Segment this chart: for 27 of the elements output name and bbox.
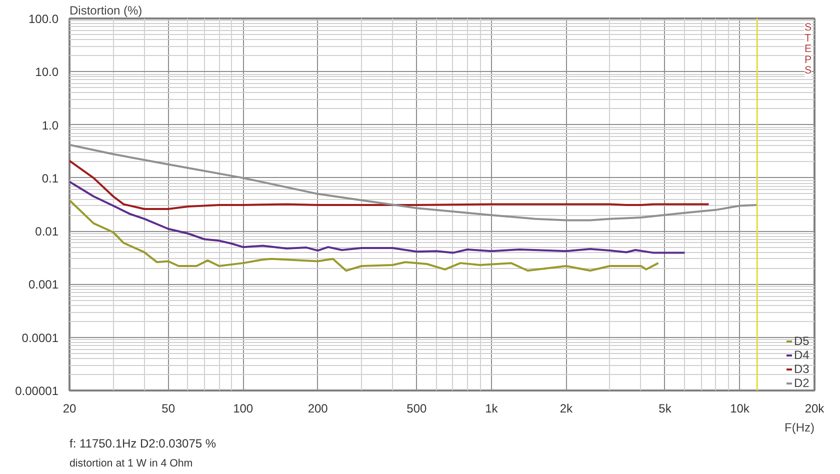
y-tick-label: 10.0	[35, 65, 59, 80]
legend-label: D3	[794, 362, 810, 376]
x-tick-label: 5k	[658, 402, 672, 416]
x-tick-label: 1k	[485, 402, 499, 416]
x-tick-label: 20	[62, 402, 76, 416]
y-tick-label: 0.01	[35, 224, 59, 239]
x-tick-label: 500	[406, 402, 427, 416]
y-tick-label: 1.0	[42, 118, 59, 132]
x-tick-label: 100	[233, 402, 254, 416]
x-tick-label: 2k	[560, 402, 574, 416]
text: f: 11750.1Hz D2:0.03075 %	[70, 436, 216, 450]
legend-label: D4	[794, 348, 810, 362]
text: distortion at 1 W in 4 Ohm	[70, 458, 193, 470]
y-tick-label: 0.00001	[15, 384, 59, 398]
y-axis-title: Distortion (%)	[70, 4, 142, 18]
y-tick-label: 0.001	[28, 278, 59, 292]
x-tick-label: 200	[308, 402, 328, 416]
legend-label: D5	[794, 334, 810, 348]
x-tick-label: 10k	[730, 402, 750, 416]
x-tick-label: 20k	[804, 402, 826, 416]
x-axis-title: F(Hz)	[784, 420, 815, 434]
legend-label: D2	[794, 376, 810, 390]
annotation: STEPS	[804, 22, 812, 77]
y-tick-label: 100.0	[28, 12, 59, 26]
y-tick-label: 0.1	[42, 171, 59, 186]
x-tick-label: 50	[162, 402, 176, 416]
y-tick-label: 0.0001	[22, 330, 59, 345]
